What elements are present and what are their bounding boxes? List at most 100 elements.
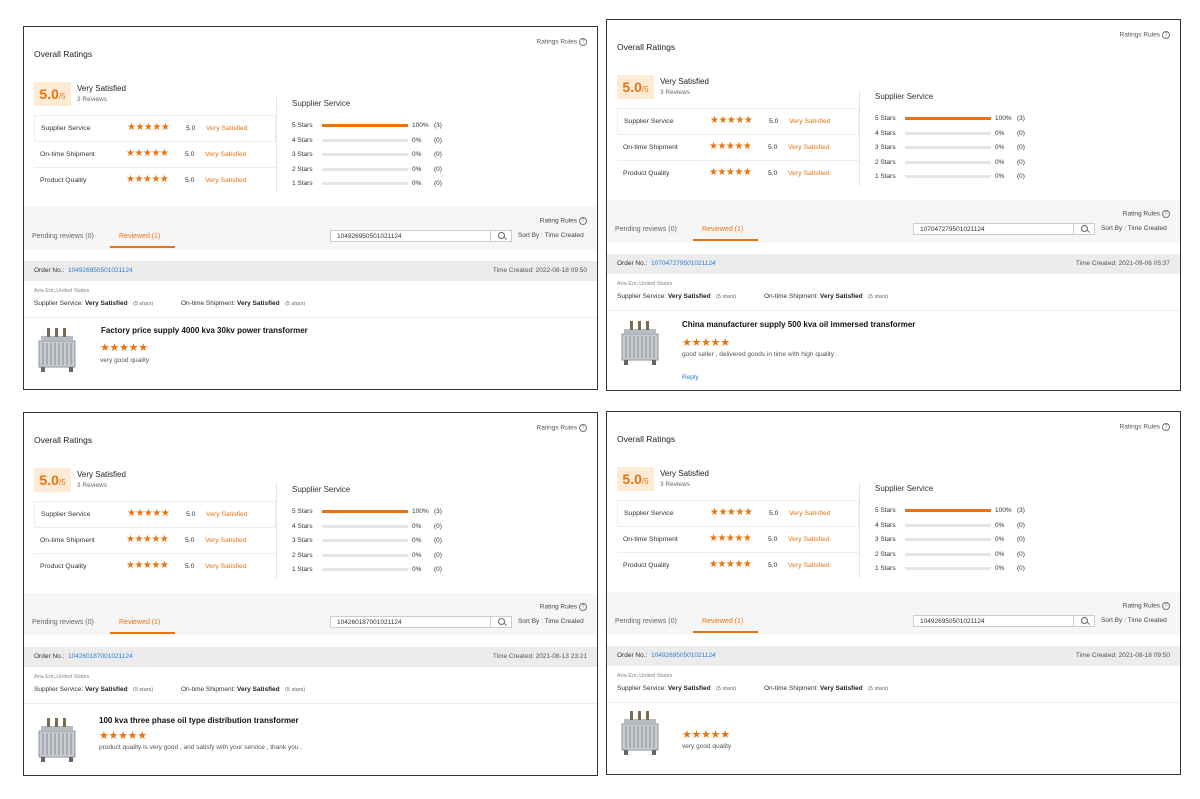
active-tab-indicator: [110, 632, 175, 634]
distribution-count: (0): [434, 551, 442, 559]
tab-pending-reviews[interactable]: Pending reviews (0): [32, 233, 94, 240]
tab-pending-reviews[interactable]: Pending reviews (0): [615, 226, 677, 233]
search-button[interactable]: [1073, 615, 1095, 627]
distribution-bar: [322, 568, 408, 571]
distribution-label: 5 Stars: [292, 122, 313, 129]
distribution-count: (3): [1017, 507, 1025, 514]
sub-rating-score: 5.0: [186, 511, 196, 518]
distribution-label: 1 Stars: [292, 566, 313, 573]
distribution-count: (0): [434, 151, 442, 158]
distribution-row: 4 Stars 0% (0): [875, 128, 1035, 143]
divider: [607, 310, 1180, 311]
sub-rating-text: Very Satisfied: [205, 563, 247, 570]
sub-rating-text: Very Satisfied: [206, 125, 248, 132]
search-button[interactable]: [490, 616, 512, 628]
divider: [607, 702, 1180, 703]
star-icon: ★★★★★: [127, 508, 170, 519]
ratings-rules-link[interactable]: Ratings Rules?: [537, 424, 587, 432]
distribution-count: (0): [1017, 536, 1025, 543]
overall-verdict: Very Satisfied: [77, 84, 126, 93]
review-count: 3 Reviews: [77, 96, 107, 103]
time-created: Time Created: 2021-09-06 05:37: [1075, 260, 1170, 267]
search-input[interactable]: 104260187001021124: [330, 616, 512, 628]
order-no-link[interactable]: 104926950501021124: [68, 267, 133, 274]
star-icon: ★★★★★: [709, 141, 752, 152]
search-input[interactable]: 104926950501021124: [913, 615, 1095, 627]
tab-pending-reviews[interactable]: Pending reviews (0): [32, 619, 94, 626]
divider: [24, 317, 597, 318]
transformer-product-image[interactable]: [615, 708, 665, 758]
distribution-row: 4 Stars 0% (0): [875, 520, 1035, 535]
distribution-count: (0): [434, 566, 442, 573]
divider: [859, 482, 860, 578]
buyer-info: Aria Eric,United States: [617, 281, 673, 287]
star-icon: ★★★★★: [709, 559, 752, 570]
star-distribution: 5 Stars 100% (3) 4 Stars 0% (0) 3 Stars 0% (0)…: [875, 113, 1035, 186]
search-button[interactable]: [490, 230, 512, 242]
sort-dropdown[interactable]: Sort By : Time Created: [1101, 225, 1167, 232]
sort-dropdown[interactable]: Sort By : Time Created: [518, 232, 584, 239]
order-no-link[interactable]: 104926950501021124: [651, 652, 716, 659]
distribution-title: Supplier Service: [875, 484, 934, 493]
sub-rating-text: Very Satisfied: [205, 151, 247, 158]
time-created: Time Created: 2021-08-18 09:50: [1075, 652, 1170, 659]
review-comment: very good quality: [100, 357, 150, 364]
sub-rating-score: 5.0: [768, 170, 778, 177]
tab-reviewed[interactable]: Reviewed (1): [702, 618, 744, 625]
search-input[interactable]: 107047279501021124: [913, 223, 1095, 235]
tab-pending-reviews[interactable]: Pending reviews (0): [615, 618, 677, 625]
tab-reviewed[interactable]: Reviewed (1): [119, 233, 161, 240]
divider: [276, 483, 277, 579]
sort-dropdown[interactable]: Sort By : Time Created: [1101, 617, 1167, 624]
ratings-rules-link[interactable]: Ratings Rules?: [1120, 31, 1170, 39]
rating-rules-link[interactable]: Rating Rules?: [1123, 602, 1170, 610]
distribution-bar: [905, 523, 991, 527]
transformer-product-image[interactable]: [32, 325, 82, 375]
distribution-count: (3): [434, 122, 442, 129]
product-title[interactable]: Factory price supply 4000 kva 30kv power…: [101, 326, 308, 335]
distribution-bar: [905, 509, 991, 512]
sub-rating-text: Very Satisfied: [788, 144, 830, 151]
distribution-bar: [322, 553, 408, 557]
sub-rating-row: On-time Shipment ★★★★★ 5.0 Very Satisfie…: [34, 142, 276, 168]
reply-link[interactable]: Reply: [682, 374, 699, 381]
distribution-bar: [322, 524, 408, 528]
supplier-service-rating: Supplier Service: Very Satisfied (5 star…: [617, 685, 737, 692]
product-title[interactable]: 100 kva three phase oil type distributio…: [99, 716, 299, 725]
ratings-rules-link[interactable]: Ratings Rules?: [1120, 423, 1170, 431]
distribution-row: 1 Stars 0% (0): [875, 563, 1035, 578]
transformer-product-image[interactable]: [615, 318, 665, 368]
distribution-bar-fill: [322, 510, 408, 513]
star-icon: ★★★★★: [710, 507, 753, 518]
tab-reviewed[interactable]: Reviewed (1): [702, 226, 744, 233]
order-no-link[interactable]: 107047279501021124: [651, 260, 716, 267]
sub-rating-label: On-time Shipment: [40, 151, 95, 158]
sub-rating-text: Very Satisfied: [789, 510, 831, 517]
order-header: Order No.: 104926950501021124 Time Creat…: [607, 646, 1180, 666]
rating-rules-link[interactable]: Rating Rules?: [540, 217, 587, 225]
search-input[interactable]: 104926950501021124: [330, 230, 512, 242]
transformer-product-image[interactable]: [32, 715, 82, 765]
order-no-link[interactable]: 104260187001021124: [68, 653, 133, 660]
help-circle-icon: ?: [1162, 602, 1170, 610]
product-title[interactable]: China manufacturer supply 500 kva oil im…: [682, 320, 916, 329]
ratings-rules-link[interactable]: Ratings Rules?: [537, 38, 587, 46]
sub-rating-text: Very Satisfied: [788, 170, 830, 177]
sub-rating-row: Product Quality ★★★★★ 5.0 Very Satisfied: [617, 553, 859, 578]
distribution-label: 5 Stars: [875, 507, 896, 514]
search-icon: [1081, 617, 1088, 624]
distribution-bar-fill: [905, 509, 991, 512]
supplier-service-rating: Supplier Service: Very Satisfied (5 star…: [34, 300, 154, 307]
rating-rules-link[interactable]: Rating Rules?: [1123, 210, 1170, 218]
distribution-count: (0): [434, 180, 442, 187]
sort-dropdown[interactable]: Sort By : Time Created: [518, 618, 584, 625]
tab-reviewed[interactable]: Reviewed (1): [119, 619, 161, 626]
distribution-percent: 0%: [995, 565, 1005, 572]
search-icon: [1081, 225, 1088, 232]
order-header: Order No.: 107047279501021124 Time Creat…: [607, 254, 1180, 274]
star-icon: ★★★★★: [682, 337, 730, 349]
rating-rules-link[interactable]: Rating Rules?: [540, 603, 587, 611]
search-button[interactable]: [1073, 223, 1095, 235]
star-icon: ★★★★★: [100, 342, 148, 354]
distribution-count: (0): [1017, 173, 1025, 180]
